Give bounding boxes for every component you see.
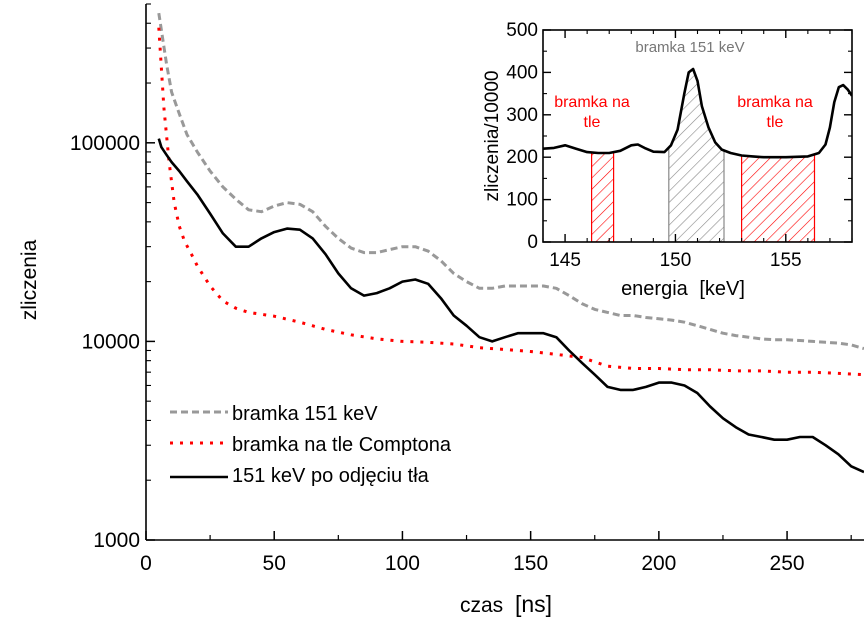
legend-label-red: bramka na tle Comptona [232, 434, 452, 456]
inset-y-axis-label: zliczenia/10000 [482, 71, 503, 202]
main-y-tick-label-1000: 1000 [93, 529, 140, 552]
inset-annotation-right-line1: bramka na [737, 94, 813, 111]
main-x-axis-unit: [ns] [515, 591, 552, 617]
inset-tick-labels: 145 150 155 0 100 200 300 400 500 [506, 20, 801, 271]
gate-region-background-0 [590, 151, 615, 242]
inset-spectrum-line [543, 67, 852, 159]
gate-region-background-2 [740, 153, 816, 242]
inset-y-tick-label-500: 500 [506, 20, 538, 41]
main-x-tick-label-0: 0 [140, 552, 152, 575]
inset-frame [542, 29, 853, 243]
inset-x-tick-label-155: 155 [770, 250, 802, 271]
main-y-tick-label-100000: 100000 [70, 132, 140, 155]
main-series-group [157, 12, 864, 474]
inset-annotation-left-line2: tle [584, 114, 601, 131]
inset-annotation-right-line2: tle [767, 114, 784, 131]
inset-y-tick-label-300: 300 [506, 105, 538, 126]
main-y-tick-label-10000: 10000 [82, 330, 140, 353]
inset-plot: 145 150 155 0 100 200 300 400 500 bramka 151 keV… [482, 20, 853, 300]
main-legend: bramka 151 keV bramka na tle Comptona 15… [170, 403, 452, 487]
main-x-tick-label-50: 50 [263, 552, 286, 575]
inset-x-axis-label: energia [keV] [621, 278, 745, 300]
inset-title: bramka 151 keV [635, 39, 744, 56]
main-x-axis-name: czas [460, 594, 503, 617]
inset-y-tick-label-200: 200 [506, 147, 538, 168]
main-x-tick-label-250: 250 [770, 552, 805, 575]
legend-label-gray: bramka 151 keV [232, 403, 378, 425]
inset-y-tick-label-100: 100 [506, 190, 538, 211]
series-line-bramka-na-tle-comptona [157, 27, 864, 377]
main-x-axis-label: czas [ns] [460, 591, 552, 617]
series-line-bramka-151-kev [157, 12, 864, 351]
inset-y-tick-label-400: 400 [506, 62, 538, 83]
inset-annotation-left: bramka na tle [554, 94, 630, 131]
series-line-151-kev-po-odj-ciu-t-a [157, 138, 864, 474]
main-x-tick-label-200: 200 [641, 552, 676, 575]
inset-x-axis-unit: [keV] [699, 278, 745, 300]
inset-x-tick-label-145: 145 [549, 250, 581, 271]
inset-annotation-right: bramka na tle [737, 94, 813, 131]
inset-series-group [543, 67, 852, 159]
main-x-tick-label-150: 150 [513, 552, 548, 575]
inset-annotation-left-line1: bramka na [554, 94, 630, 111]
main-x-tick-label-100: 100 [385, 552, 420, 575]
inset-x-tick-label-150: 150 [660, 250, 692, 271]
inset-y-tick-label-0: 0 [527, 232, 538, 253]
inset-x-axis-name: energia [621, 278, 689, 300]
legend-label-black: 151 keV po odjęciu tła [232, 465, 430, 487]
main-y-axis-label: zliczenia [18, 239, 41, 320]
